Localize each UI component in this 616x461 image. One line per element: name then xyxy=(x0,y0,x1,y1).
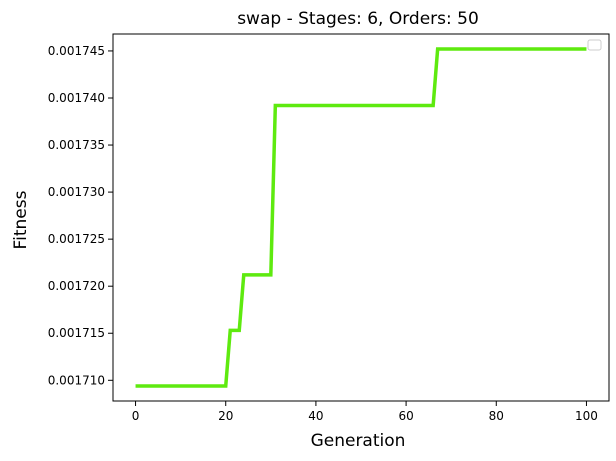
x-tick-label: 80 xyxy=(489,409,504,423)
y-tick-label: 0.001730 xyxy=(48,185,105,199)
legend-box xyxy=(587,39,602,51)
y-tick-label: 0.001725 xyxy=(48,232,105,246)
y-axis-ticks: 0.001710 0.001715 0.001720 0.001725 0.001730… xyxy=(48,44,113,387)
chart-title: swap - Stages: 6, Orders: 50 xyxy=(237,9,479,29)
y-tick-label: 0.001710 xyxy=(48,373,105,387)
x-tick-label: 40 xyxy=(308,409,323,423)
x-axis-label: Generation xyxy=(311,431,406,451)
series-line-0 xyxy=(135,47,587,388)
x-tick-label: 0 xyxy=(132,409,140,423)
y-tick-label: 0.001745 xyxy=(48,44,105,58)
x-tick-label: 100 xyxy=(575,409,598,423)
y-tick-label: 0.001735 xyxy=(48,138,105,152)
y-tick-label: 0.001740 xyxy=(48,91,105,105)
plot-area xyxy=(113,34,609,401)
y-axis-label: Fitness xyxy=(11,190,31,249)
x-tick-label: 60 xyxy=(398,409,413,423)
series-layer xyxy=(135,47,587,388)
y-tick-label: 0.001720 xyxy=(48,279,105,293)
x-axis-ticks: 0 20 40 60 80 100 xyxy=(132,401,598,423)
y-tick-label: 0.001715 xyxy=(48,326,105,340)
plot-frame xyxy=(112,33,610,402)
x-tick-label: 20 xyxy=(218,409,233,423)
